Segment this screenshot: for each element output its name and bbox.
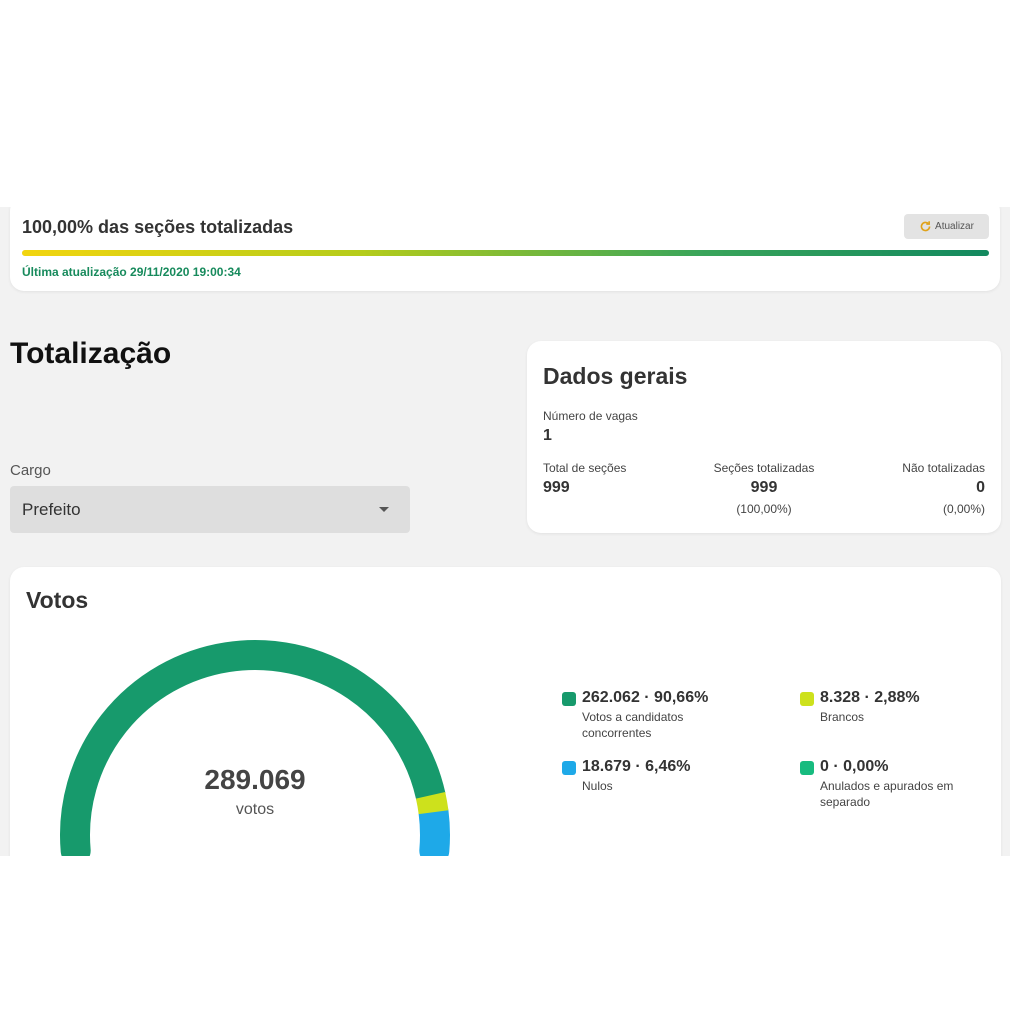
- page-title: Totalização: [10, 337, 172, 370]
- votos-card: Votos 289.069 votos 262.062 · 90,66% Vot…: [10, 567, 1001, 856]
- progress-title: 100,00% das seções totalizadas: [22, 217, 294, 237]
- votos-title: Votos: [26, 587, 89, 613]
- app-frame: 100,00% das seções totalizadas Atualizar…: [0, 207, 1010, 856]
- legend-value: 0 · 0,00%: [820, 758, 889, 775]
- secoes-totalizadas-label: Seções totalizadas: [713, 461, 815, 475]
- caret-down-icon: [379, 507, 389, 512]
- legend-description: Votos a candidatos concorrentes: [582, 710, 684, 740]
- legend-description: Anulados e apurados em separado: [820, 779, 954, 809]
- dados-gerais-title: Dados gerais: [543, 363, 688, 389]
- vagas-label: Número de vagas: [543, 409, 638, 423]
- legend-swatch: [800, 692, 814, 706]
- votes-gauge: [60, 640, 450, 856]
- gauge-segment-brancos: [415, 791, 449, 815]
- cargo-label: Cargo: [10, 462, 51, 479]
- gauge-segment-candidatos: [60, 640, 446, 856]
- legend-value: 262.062 · 90,66%: [582, 689, 709, 706]
- legend-swatch: [562, 692, 576, 706]
- progress-card: 100,00% das seções totalizadas Atualizar…: [10, 207, 1000, 291]
- progress-bar: [22, 250, 989, 256]
- refresh-label: Atualizar: [935, 221, 974, 232]
- total-votes-unit: votos: [235, 801, 275, 818]
- cargo-select[interactable]: Prefeito: [10, 486, 410, 533]
- total-secoes-value: 999: [543, 479, 570, 496]
- last-update-timestamp: Última atualização 29/11/2020 19:00:34: [22, 265, 241, 279]
- secoes-totalizadas-pct: (100,00%): [736, 502, 792, 516]
- refresh-button[interactable]: Atualizar: [904, 214, 989, 239]
- progress-bar-fill: [22, 250, 989, 256]
- nao-totalizadas-pct: (0,00%): [942, 502, 985, 516]
- vagas-value: 1: [543, 427, 552, 444]
- total-votes-value: 289.069: [204, 764, 306, 795]
- dados-gerais-card: Dados gerais Número de vagas 1 Total de …: [527, 341, 1001, 533]
- legend-description: Nulos: [582, 779, 613, 793]
- secoes-totalizadas-value: 999: [750, 479, 778, 496]
- legend-swatch: [562, 761, 576, 775]
- legend-swatch: [800, 761, 814, 775]
- nao-totalizadas-value: 0: [976, 479, 985, 496]
- refresh-icon: [920, 221, 931, 232]
- nao-totalizadas-label: Não totalizadas: [902, 461, 985, 475]
- cargo-selected-value: Prefeito: [22, 500, 81, 519]
- legend-value: 8.328 · 2,88%: [820, 689, 920, 706]
- legend-value: 18.679 · 6,46%: [582, 758, 691, 775]
- gauge-segment-nulos: [418, 797, 450, 856]
- total-secoes-label: Total de seções: [543, 461, 627, 475]
- legend-description: Brancos: [820, 710, 865, 724]
